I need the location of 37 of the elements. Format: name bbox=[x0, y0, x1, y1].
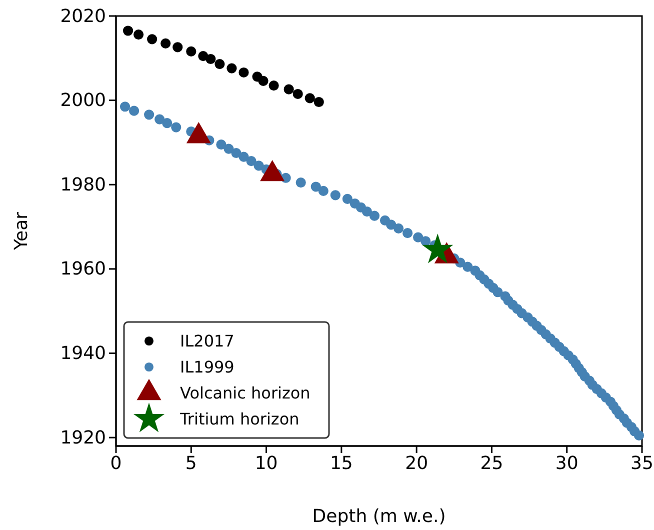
y-tick-label: 2020 bbox=[60, 6, 106, 27]
x-tick-label: 5 bbox=[185, 452, 197, 474]
y-tick-label: 1920 bbox=[60, 427, 106, 448]
point bbox=[214, 59, 225, 70]
point bbox=[314, 96, 324, 108]
x-tick-label: 15 bbox=[330, 452, 353, 474]
point bbox=[147, 34, 158, 44]
x-tick-label: 10 bbox=[254, 452, 278, 474]
y-axis-title: Year bbox=[11, 211, 32, 252]
point bbox=[186, 46, 196, 56]
y-tick-label: 1960 bbox=[60, 258, 106, 280]
y-tick-label: 2000 bbox=[60, 90, 106, 112]
point bbox=[122, 26, 134, 36]
point bbox=[284, 84, 294, 94]
y-tick-label: 1940 bbox=[60, 343, 106, 364]
legend-label: Volcanic horizon bbox=[180, 384, 310, 403]
x-tick-label: 0 bbox=[110, 452, 122, 474]
legend-label: IL2017 bbox=[180, 332, 234, 351]
point bbox=[133, 30, 144, 40]
x-tick-label: 20 bbox=[405, 452, 428, 474]
x-tick-label: 30 bbox=[555, 452, 578, 474]
point bbox=[226, 63, 237, 74]
legend-label: Tritium horizon bbox=[179, 410, 300, 429]
point bbox=[304, 93, 315, 104]
point bbox=[422, 234, 454, 264]
point bbox=[268, 80, 279, 91]
y-tick-label: 1980 bbox=[60, 174, 106, 196]
legend-label: IL1999 bbox=[180, 358, 234, 377]
point bbox=[160, 38, 171, 48]
point bbox=[238, 67, 249, 78]
point bbox=[292, 88, 303, 100]
x-axis-title: Depth (m w.e.) bbox=[312, 506, 446, 527]
x-tick-label: 35 bbox=[630, 452, 654, 474]
point bbox=[258, 76, 268, 86]
point bbox=[172, 42, 183, 52]
x-tick-label: 25 bbox=[480, 452, 504, 474]
point bbox=[206, 54, 216, 64]
